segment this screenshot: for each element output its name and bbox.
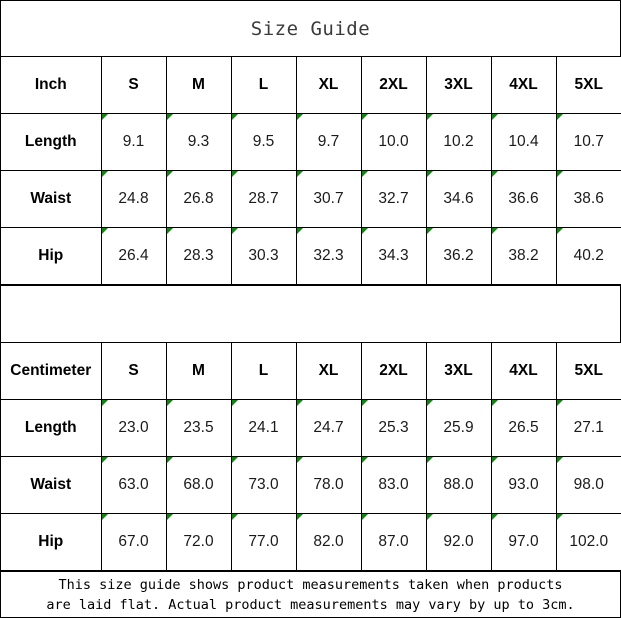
cell-cm-length-s: 23.0	[100, 399, 167, 457]
size-header-xl: XL	[295, 57, 362, 114]
cell-cm-hip-2xl: 87.0	[360, 513, 427, 571]
page-title: Size Guide	[250, 17, 371, 40]
size-header-l: L	[230, 343, 297, 400]
cell-cm-waist-xl: 78.0	[295, 456, 362, 514]
cell-cm-length-4xl: 26.5	[490, 399, 557, 457]
cell-inch-waist-4xl: 36.6	[490, 170, 557, 228]
size-header-l: L	[230, 57, 297, 114]
cell-inch-waist-l: 28.7	[230, 170, 297, 228]
cell-inch-hip-3xl: 36.2	[425, 227, 492, 285]
size-header-m: M	[165, 343, 232, 400]
unit-header-inch: Inch	[1, 57, 102, 114]
footer-line-1: This size guide shows product measuremen…	[58, 576, 563, 593]
table-row: Length 9.1 9.3 9.5 9.7 10.0 10.2 10.4 10.7	[1, 113, 621, 171]
cell-inch-waist-2xl: 32.7	[360, 170, 427, 228]
cell-cm-waist-m: 68.0	[165, 456, 232, 514]
row-label-length: Length	[1, 113, 102, 171]
inch-table-body: Inch S M L XL 2XL 3XL 4XL 5XL Length 9.1 9.3 9.5 9.7 1…	[1, 57, 621, 285]
cell-inch-waist-5xl: 38.6	[555, 170, 621, 228]
centimeter-table-body: Centimeter S M L XL 2XL 3XL 4XL 5XL Length 23.0 23.…	[1, 343, 621, 571]
cell-cm-hip-xl: 82.0	[295, 513, 362, 571]
size-header-3xl: 3XL	[425, 57, 492, 114]
size-header-2xl: 2XL	[360, 57, 427, 114]
cell-cm-hip-3xl: 92.0	[425, 513, 492, 571]
cell-cm-hip-5xl: 102.0	[555, 513, 621, 571]
table-header-row: Inch S M L XL 2XL 3XL 4XL 5XL	[1, 57, 621, 114]
table-row: Hip 26.4 28.3 30.3 32.3 34.3 36.2 38.2 40.2	[1, 227, 621, 285]
cell-cm-hip-4xl: 97.0	[490, 513, 557, 571]
cell-inch-hip-2xl: 34.3	[360, 227, 427, 285]
cell-inch-length-4xl: 10.4	[490, 113, 557, 171]
cell-cm-length-2xl: 25.3	[360, 399, 427, 457]
cell-inch-waist-s: 24.8	[100, 170, 167, 228]
cell-inch-hip-s: 26.4	[100, 227, 167, 285]
row-label-waist: Waist	[1, 170, 102, 228]
table-row: Waist 24.8 26.8 28.7 30.7 32.7 34.6 36.6 38.6	[1, 170, 621, 228]
cell-inch-length-m: 9.3	[165, 113, 232, 171]
cell-inch-waist-xl: 30.7	[295, 170, 362, 228]
size-header-s: S	[100, 57, 167, 114]
cell-inch-hip-l: 30.3	[230, 227, 297, 285]
cell-cm-hip-s: 67.0	[100, 513, 167, 571]
size-table-centimeter: Centimeter S M L XL 2XL 3XL 4XL 5XL Length 23.0 23.…	[1, 343, 621, 571]
cell-cm-length-l: 24.1	[230, 399, 297, 457]
size-header-3xl: 3XL	[425, 343, 492, 400]
cell-cm-length-3xl: 25.9	[425, 399, 492, 457]
cell-cm-waist-4xl: 93.0	[490, 456, 557, 514]
cell-cm-waist-5xl: 98.0	[555, 456, 621, 514]
size-header-4xl: 4XL	[490, 343, 557, 400]
cell-inch-length-5xl: 10.7	[555, 113, 621, 171]
table-row: Hip 67.0 72.0 77.0 82.0 87.0 92.0 97.0 102.0	[1, 513, 621, 571]
cell-cm-hip-l: 77.0	[230, 513, 297, 571]
unit-header-cm: Centimeter	[1, 343, 102, 400]
size-header-4xl: 4XL	[490, 57, 557, 114]
row-label-waist: Waist	[1, 456, 102, 514]
cell-cm-hip-m: 72.0	[165, 513, 232, 571]
row-label-length: Length	[1, 399, 102, 457]
table-row: Waist 63.0 68.0 73.0 78.0 83.0 88.0 93.0 98.0	[1, 456, 621, 514]
footer-line-2: are laid flat. Actual product measuremen…	[46, 596, 575, 613]
cell-cm-length-5xl: 27.1	[555, 399, 621, 457]
cell-inch-length-2xl: 10.0	[360, 113, 427, 171]
title-row: Size Guide	[1, 1, 620, 57]
row-label-hip: Hip	[1, 513, 102, 571]
cell-inch-hip-5xl: 40.2	[555, 227, 621, 285]
cell-cm-waist-l: 73.0	[230, 456, 297, 514]
size-header-5xl: 5XL	[555, 343, 621, 400]
cell-cm-length-xl: 24.7	[295, 399, 362, 457]
cell-inch-hip-m: 28.3	[165, 227, 232, 285]
size-header-5xl: 5XL	[555, 57, 621, 114]
cell-inch-waist-3xl: 34.6	[425, 170, 492, 228]
cell-inch-hip-4xl: 38.2	[490, 227, 557, 285]
cell-inch-length-3xl: 10.2	[425, 113, 492, 171]
cell-inch-length-xl: 9.7	[295, 113, 362, 171]
cell-cm-waist-3xl: 88.0	[425, 456, 492, 514]
cell-cm-waist-s: 63.0	[100, 456, 167, 514]
size-header-m: M	[165, 57, 232, 114]
row-label-hip: Hip	[1, 227, 102, 285]
size-table-inch: Inch S M L XL 2XL 3XL 4XL 5XL Length 9.1 9.3 9.5 9.7 1…	[1, 57, 621, 285]
cell-cm-waist-2xl: 83.0	[360, 456, 427, 514]
cell-inch-hip-xl: 32.3	[295, 227, 362, 285]
footer-note: This size guide shows product measuremen…	[1, 571, 620, 617]
cell-inch-waist-m: 26.8	[165, 170, 232, 228]
table-header-row: Centimeter S M L XL 2XL 3XL 4XL 5XL	[1, 343, 621, 400]
table-spacer-row	[1, 285, 620, 343]
size-header-xl: XL	[295, 343, 362, 400]
cell-inch-length-s: 9.1	[100, 113, 167, 171]
size-header-2xl: 2XL	[360, 343, 427, 400]
size-header-s: S	[100, 343, 167, 400]
table-row: Length 23.0 23.5 24.1 24.7 25.3 25.9 26.5 27.1	[1, 399, 621, 457]
cell-inch-length-l: 9.5	[230, 113, 297, 171]
cell-cm-length-m: 23.5	[165, 399, 232, 457]
